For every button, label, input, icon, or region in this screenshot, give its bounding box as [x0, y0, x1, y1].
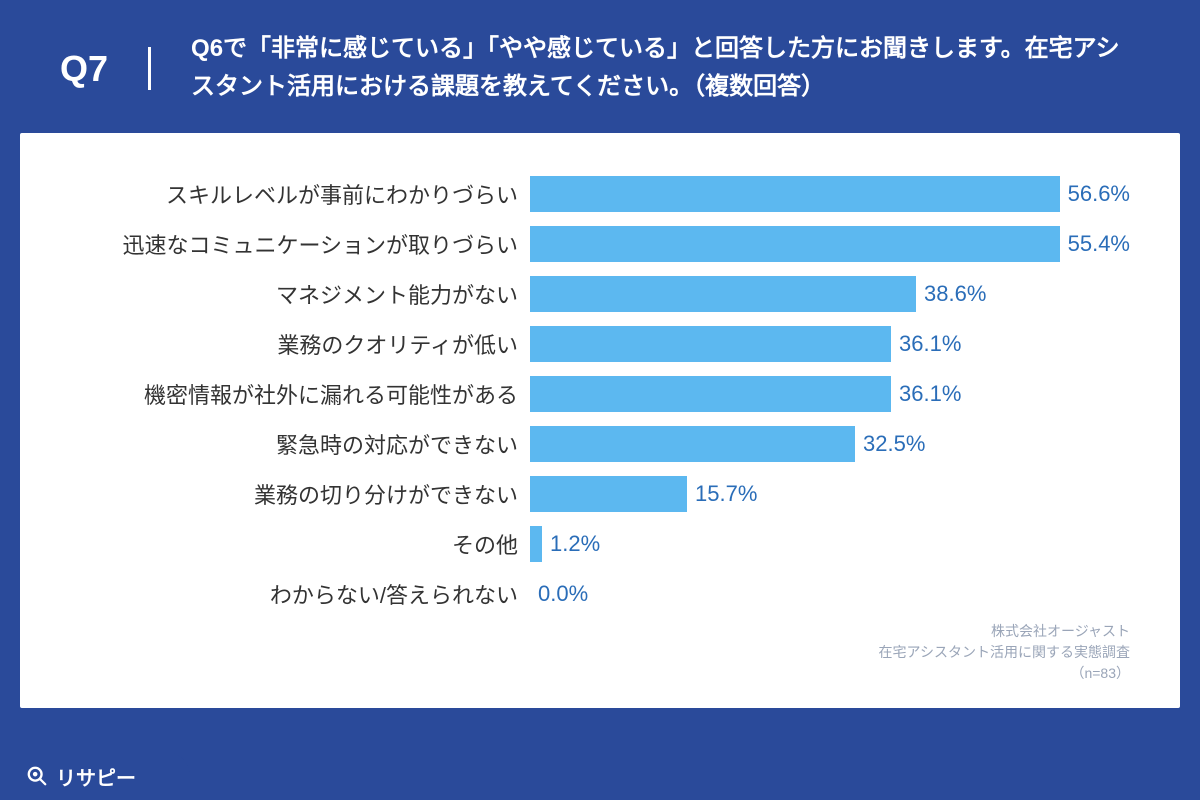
bar-label: スキルレベルが事前にわかりづらい	[70, 178, 530, 210]
bar-fill	[530, 376, 891, 412]
bar-container: 36.1%	[530, 369, 1130, 419]
bar-row: 緊急時の対応ができない 32.5%	[70, 419, 1130, 469]
attribution-survey: 在宅アシスタント活用に関する実態調査	[879, 642, 1130, 663]
bar-value: 36.1%	[891, 331, 961, 357]
bar-fill	[530, 526, 542, 562]
bar-value: 55.4%	[1060, 231, 1130, 257]
bar-row: 機密情報が社外に漏れる可能性がある 36.1%	[70, 369, 1130, 419]
bar-fill	[530, 176, 1060, 212]
bar-value: 0.0%	[530, 581, 588, 607]
bar-label: 業務の切り分けができない	[70, 478, 530, 510]
question-text: Q6で「非常に感じている」「やや感じている」と回答した方にお聞きします。在宅アシ…	[191, 30, 1140, 107]
bar-fill	[530, 326, 891, 362]
magnifier-icon	[26, 765, 48, 787]
bar-container: 1.2%	[530, 519, 1130, 569]
bar-row: 迅速なコミュニケーションが取りづらい 55.4%	[70, 219, 1130, 269]
bar-row: スキルレベルが事前にわかりづらい 56.6%	[70, 169, 1130, 219]
bar-fill	[530, 476, 687, 512]
bar-value: 36.1%	[891, 381, 961, 407]
attribution-sample: （n=83）	[879, 663, 1130, 684]
attribution-block: 株式会社オージャスト 在宅アシスタント活用に関する実態調査 （n=83）	[879, 621, 1130, 684]
bar-container: 38.6%	[530, 269, 1130, 319]
bar-label: 迅速なコミュニケーションが取りづらい	[70, 228, 530, 260]
question-header: Q7 Q6で「非常に感じている」「やや感じている」と回答した方にお聞きします。在…	[0, 0, 1200, 133]
question-number: Q7	[60, 47, 151, 90]
bar-fill	[530, 276, 916, 312]
chart-panel: スキルレベルが事前にわかりづらい 56.6% 迅速なコミュニケーションが取りづらい 5…	[20, 133, 1180, 708]
bar-label: その他	[70, 528, 530, 560]
bar-container: 0.0%	[530, 569, 1130, 619]
bar-label: 緊急時の対応ができない	[70, 428, 530, 460]
bar-fill	[530, 426, 855, 462]
horizontal-bar-chart: スキルレベルが事前にわかりづらい 56.6% 迅速なコミュニケーションが取りづらい 5…	[70, 169, 1130, 619]
bar-value: 15.7%	[687, 481, 757, 507]
logo-text: リサピー	[56, 762, 136, 791]
bar-value: 38.6%	[916, 281, 986, 307]
bar-container: 56.6%	[530, 169, 1130, 219]
attribution-company: 株式会社オージャスト	[879, 621, 1130, 642]
bar-row: マネジメント能力がない 38.6%	[70, 269, 1130, 319]
logo-tab: リサピー	[0, 752, 190, 800]
bar-container: 32.5%	[530, 419, 1130, 469]
bar-value: 1.2%	[542, 531, 600, 557]
bar-container: 36.1%	[530, 319, 1130, 369]
bar-row: わからない/答えられない0.0%	[70, 569, 1130, 619]
bar-row: 業務のクオリティが低い 36.1%	[70, 319, 1130, 369]
bar-row: その他 1.2%	[70, 519, 1130, 569]
bar-container: 15.7%	[530, 469, 1130, 519]
bar-label: 機密情報が社外に漏れる可能性がある	[70, 378, 530, 410]
bar-value: 56.6%	[1060, 181, 1130, 207]
bar-value: 32.5%	[855, 431, 925, 457]
bar-container: 55.4%	[530, 219, 1130, 269]
bar-label: 業務のクオリティが低い	[70, 328, 530, 360]
bar-label: わからない/答えられない	[70, 578, 530, 610]
bar-fill	[530, 226, 1060, 262]
bar-label: マネジメント能力がない	[70, 278, 530, 310]
bar-row: 業務の切り分けができない 15.7%	[70, 469, 1130, 519]
